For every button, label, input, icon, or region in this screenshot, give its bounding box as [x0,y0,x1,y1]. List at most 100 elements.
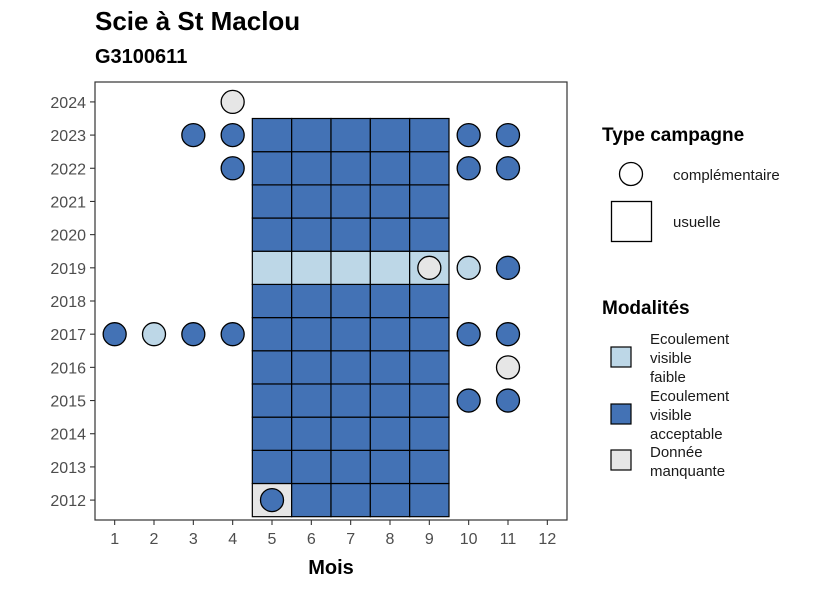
point-2015-11 [495,388,521,413]
chart-subtitle: G3100611 [95,46,188,68]
tile-2015-6 [291,383,332,418]
point-2023-4 [220,122,245,148]
tile-2022-7 [330,151,371,186]
legend-circle-key [618,161,644,187]
tile-2016-5 [251,350,293,385]
y-tick-label-2017: 2017 [50,327,86,344]
tile-2023-9 [409,117,450,153]
legend-square-key [610,200,653,243]
point-2022-10 [456,156,481,181]
legend-shape-title: Type campagne [602,125,744,146]
x-tick-label-10: 10 [460,531,478,548]
y-tick-label-2019: 2019 [50,261,86,278]
point-2017-3 [181,322,206,347]
tile-2021-9 [409,184,450,219]
x-axis: 1 2 3 4 5 6 7 8 9 10 11 12 [110,520,556,548]
point-2019-9 [417,255,442,280]
tile-2019-7 [330,250,371,286]
tile-2020-7 [330,217,371,252]
tile-2015-9 [409,383,450,418]
tile-2017-5 [251,316,293,352]
point-2023-10 [456,122,481,148]
tile-2012-9 [409,482,450,518]
x-tick-label-6: 6 [307,531,316,548]
y-tick-label-2018: 2018 [50,294,86,311]
point-2022-11 [495,156,521,181]
tile-2016-9 [409,350,450,385]
point-2016-11 [495,355,521,380]
point-2017-1 [102,322,127,347]
tile-2021-8 [369,184,411,219]
y-tick-label-2016: 2016 [50,360,86,377]
point-2017-11 [495,322,521,347]
tile-2018-9 [409,283,450,319]
x-tick-label-8: 8 [386,531,395,548]
tile-2021-5 [251,184,293,219]
tile-2022-8 [369,151,411,186]
tile-2020-9 [409,217,450,252]
tile-2012-6 [291,482,332,518]
legend-label-faible: Ecoulement visible faible [650,331,730,386]
tile-2020-5 [251,217,293,252]
tile-2013-7 [330,449,371,485]
point-2012-5 [259,487,285,513]
x-tick-label-2: 2 [150,531,159,548]
tiles-layer [251,117,450,518]
legend-key-faible [610,346,632,368]
tile-2014-5 [251,416,293,451]
tile-2014-6 [291,416,332,451]
y-tick-label-2024: 2024 [50,95,86,112]
tile-2023-6 [291,117,332,153]
tile-2015-7 [330,383,371,418]
tile-2017-9 [409,316,450,352]
y-tick-label-2020: 2020 [50,228,86,245]
tile-2023-8 [369,117,411,153]
point-2017-4 [220,322,245,347]
tile-2021-7 [330,184,371,219]
y-tick-label-2022: 2022 [50,161,86,178]
legend-fill-title: Modalités [602,298,690,319]
x-tick-label-1: 1 [110,531,119,548]
tile-2013-8 [369,449,411,485]
tile-2016-7 [330,350,371,385]
tile-2017-7 [330,316,371,352]
tile-2018-6 [291,283,332,319]
x-tick-label-5: 5 [268,531,277,548]
tile-2022-6 [291,151,332,186]
legend-key-acceptable [610,403,632,425]
tile-2019-6 [291,250,332,286]
tile-2019-5 [251,250,293,286]
tile-2022-5 [251,151,293,186]
points-layer [102,89,521,513]
point-2015-10 [456,388,481,413]
y-tick-label-2014: 2014 [50,427,86,444]
tile-2016-6 [291,350,332,385]
x-tick-label-7: 7 [346,531,355,548]
x-tick-label-12: 12 [538,531,556,548]
point-2024-4 [220,89,245,115]
tile-2013-9 [409,449,450,485]
tile-2019-8 [369,250,411,286]
legend-label-usuelle: usuelle [673,214,721,231]
x-tick-label-4: 4 [228,531,237,548]
tile-2020-8 [369,217,411,252]
tile-2012-7 [330,482,371,518]
legend-label-acceptable: Ecoulement visible acceptable [650,388,730,443]
y-tick-label-2012: 2012 [50,493,86,510]
tile-2015-8 [369,383,411,418]
tile-2018-7 [330,283,371,319]
tile-2012-8 [369,482,411,518]
tile-2016-8 [369,350,411,385]
y-axis: 2012 2013 2014 2015 2016 2017 2018 2019 2020 2021… [50,95,95,510]
x-tick-label-11: 11 [500,531,517,548]
tile-2017-8 [369,316,411,352]
tile-2014-7 [330,416,371,451]
x-axis-title: Mois [308,557,354,579]
y-tick-label-2023: 2023 [50,128,86,145]
legend-label-complementaire: complémentaire [673,167,780,184]
tile-2021-6 [291,184,332,219]
tile-2020-6 [291,217,332,252]
x-tick-label-9: 9 [425,531,434,548]
